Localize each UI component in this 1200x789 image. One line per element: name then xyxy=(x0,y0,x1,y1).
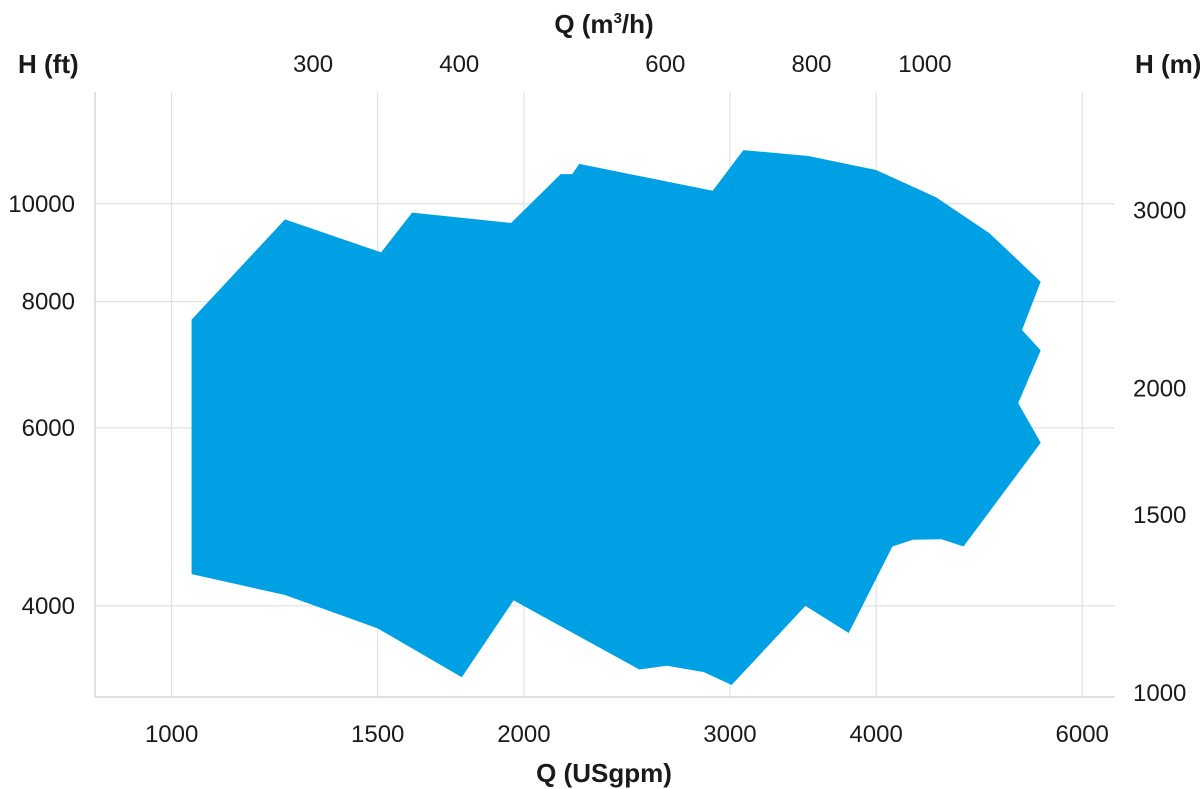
y-tick-left-6000: 6000 xyxy=(22,415,75,442)
axis-frame xyxy=(94,92,1115,698)
x-axis-title-bottom: Q (USgpm) xyxy=(536,758,672,788)
pump-performance-envelope xyxy=(191,150,1041,686)
y-axis-title-left: H (ft) xyxy=(18,49,79,79)
x-tick-bottom-1500: 1500 xyxy=(351,721,404,748)
y-tick-right-1500: 1500 xyxy=(1133,502,1186,529)
x-axis-title-top: Q (m3/h) xyxy=(554,9,653,39)
y-tick-right-1000: 1000 xyxy=(1133,680,1186,707)
y-tick-left-4000: 4000 xyxy=(22,593,75,620)
x-tick-bottom-1000: 1000 xyxy=(145,721,198,748)
y-tick-right-2000: 2000 xyxy=(1133,376,1186,403)
x-tick-top-1000: 1000 xyxy=(898,51,951,78)
y-tick-left-10000: 10000 xyxy=(8,191,75,218)
x-tick-bottom-4000: 4000 xyxy=(849,721,902,748)
y-tick-left-8000: 8000 xyxy=(22,289,75,316)
x-tick-top-600: 600 xyxy=(645,51,685,78)
x-tick-top-300: 300 xyxy=(293,51,333,78)
y-tick-right-3000: 3000 xyxy=(1133,198,1186,225)
y-axis-title-right: H (m) xyxy=(1135,49,1200,79)
x-tick-top-800: 800 xyxy=(791,51,831,78)
x-tick-bottom-6000: 6000 xyxy=(1056,721,1109,748)
x-tick-top-400: 400 xyxy=(439,51,479,78)
tick-labels: 1000 1500 2000 3000 4000 6000 4000 6000 8000 1000… xyxy=(8,51,1186,748)
x-tick-bottom-3000: 3000 xyxy=(703,721,756,748)
x-tick-bottom-2000: 2000 xyxy=(497,721,550,748)
